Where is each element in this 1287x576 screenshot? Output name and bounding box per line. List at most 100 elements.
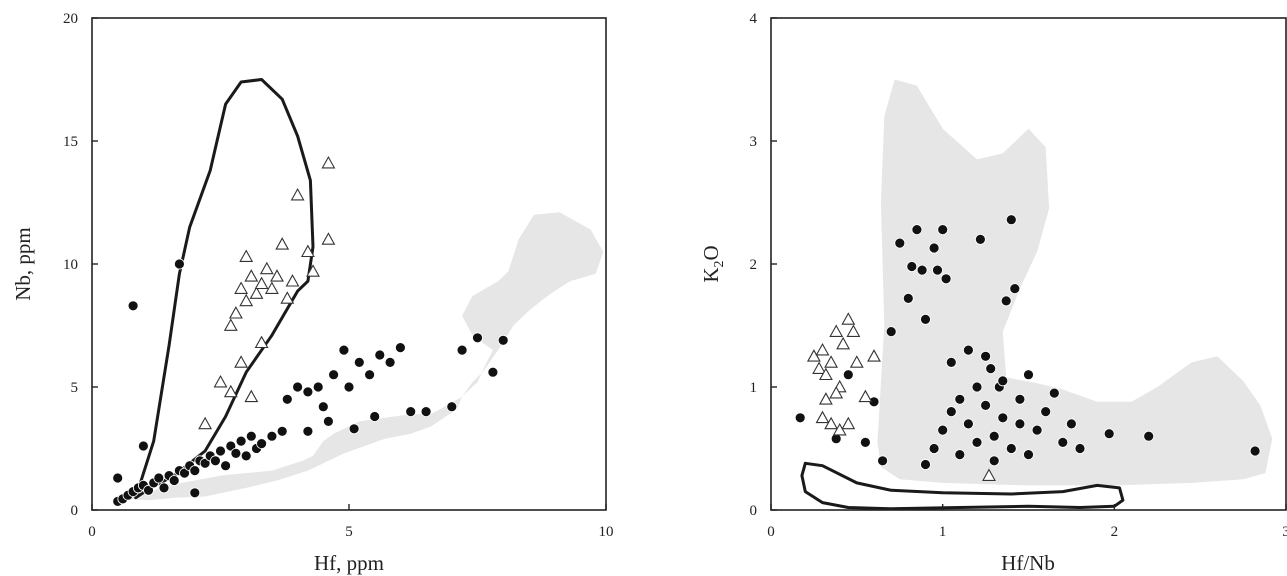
- data-point-triangle: [223, 384, 238, 398]
- points-group: [112, 155, 509, 507]
- y-axis-title-rest: O: [699, 245, 723, 260]
- data-point-circle: [928, 443, 940, 454]
- data-point-triangle: [824, 416, 839, 430]
- data-point-triangle: [836, 336, 851, 350]
- data-point-triangle: [982, 468, 996, 481]
- data-point-circle: [1014, 393, 1026, 405]
- y-axis-title: Nb, ppm: [11, 227, 35, 301]
- data-point-circle: [322, 415, 334, 427]
- data-point-triangle: [829, 385, 844, 399]
- data-point-triangle: [254, 276, 269, 290]
- data-point-circle: [877, 455, 888, 467]
- data-point-circle: [266, 430, 278, 442]
- data-point-circle: [794, 412, 806, 424]
- data-point-triangle: [818, 392, 833, 405]
- regions-group: [128, 78, 604, 501]
- data-point-circle: [364, 369, 376, 381]
- data-point-circle: [220, 460, 232, 472]
- data-point-circle: [374, 349, 386, 361]
- data-point-circle: [328, 369, 340, 381]
- data-point-circle: [920, 313, 931, 325]
- data-point-circle: [446, 401, 458, 413]
- data-point-circle: [384, 356, 396, 368]
- data-point-circle: [245, 430, 257, 442]
- data-point-circle: [860, 436, 871, 448]
- y-tick-label: 0: [71, 503, 79, 519]
- data-point-triangle: [867, 349, 881, 362]
- data-point-circle: [189, 465, 201, 477]
- data-point-triangle: [259, 261, 274, 275]
- data-point-triangle: [829, 324, 844, 337]
- y-tick-label: 5: [71, 380, 79, 396]
- data-point-triangle: [290, 187, 305, 201]
- data-point-circle: [215, 445, 226, 457]
- data-point-circle: [1249, 445, 1261, 457]
- data-point-triangle: [234, 281, 249, 294]
- data-point-triangle: [213, 374, 228, 388]
- x-tick-label: 3: [1282, 524, 1287, 540]
- data-point-circle: [1143, 430, 1155, 442]
- y-axis-title: K2O: [699, 245, 727, 282]
- y-tick-label: 4: [750, 11, 758, 27]
- data-point-triangle: [832, 422, 847, 436]
- x-tick-label: 0: [88, 524, 96, 540]
- data-point-triangle: [228, 306, 243, 319]
- data-point-triangle: [824, 355, 839, 368]
- outline-field-region: [800, 461, 1125, 510]
- data-point-circle: [348, 423, 360, 435]
- x-tick-label: 2: [1111, 524, 1119, 540]
- data-point-circle: [112, 472, 124, 484]
- data-point-triangle: [841, 416, 856, 430]
- data-point-circle: [343, 381, 355, 393]
- data-point-circle: [963, 418, 974, 430]
- data-point-circle: [975, 233, 986, 245]
- data-point-circle: [292, 381, 304, 393]
- data-point-circle: [932, 264, 943, 276]
- x-tick-label: 0: [767, 524, 775, 540]
- data-point-circle: [906, 261, 918, 272]
- data-point-circle: [256, 438, 268, 450]
- y-tick-label: 3: [750, 134, 758, 150]
- data-point-circle: [997, 412, 1009, 424]
- data-point-triangle: [239, 249, 254, 262]
- data-point-circle: [189, 487, 201, 499]
- data-point-triangle: [849, 355, 864, 368]
- x-tick-label: 1: [939, 524, 947, 540]
- gray-field-region: [128, 212, 604, 501]
- data-point-circle: [1040, 406, 1052, 418]
- data-point-circle: [1023, 449, 1034, 461]
- data-point-triangle: [846, 324, 861, 337]
- x-tick-group: 0 1 2 3: [767, 504, 1287, 540]
- data-point-circle: [281, 393, 293, 405]
- data-point-circle: [971, 436, 983, 448]
- y-tick-group: 0 5 10 15 20: [63, 11, 98, 519]
- data-point-circle: [928, 242, 940, 254]
- data-point-circle: [988, 430, 1000, 442]
- data-point-circle: [1048, 387, 1060, 399]
- data-point-circle: [1031, 424, 1043, 436]
- x-tick-label: 5: [345, 524, 353, 540]
- data-point-circle: [954, 393, 966, 405]
- data-point-circle: [980, 350, 991, 362]
- x-axis-title: Hf, ppm: [314, 551, 384, 575]
- data-point-circle: [168, 475, 180, 486]
- data-point-circle: [920, 459, 931, 470]
- data-point-triangle: [806, 349, 821, 362]
- data-point-triangle: [300, 244, 315, 258]
- data-point-circle: [158, 482, 170, 494]
- data-point-triangle: [841, 312, 856, 325]
- data-point-circle: [153, 472, 165, 484]
- y-tick-label: 15: [63, 134, 78, 150]
- data-point-circle: [1009, 283, 1021, 295]
- data-point-circle: [317, 401, 329, 413]
- data-point-triangle: [254, 335, 269, 349]
- data-point-circle: [997, 375, 1009, 387]
- data-point-circle: [1000, 295, 1012, 307]
- data-point-circle: [1074, 443, 1086, 454]
- y-tick-label: 2: [750, 257, 758, 273]
- data-point-triangle: [239, 293, 254, 307]
- data-point-triangle: [812, 361, 827, 374]
- data-point-circle: [487, 366, 499, 378]
